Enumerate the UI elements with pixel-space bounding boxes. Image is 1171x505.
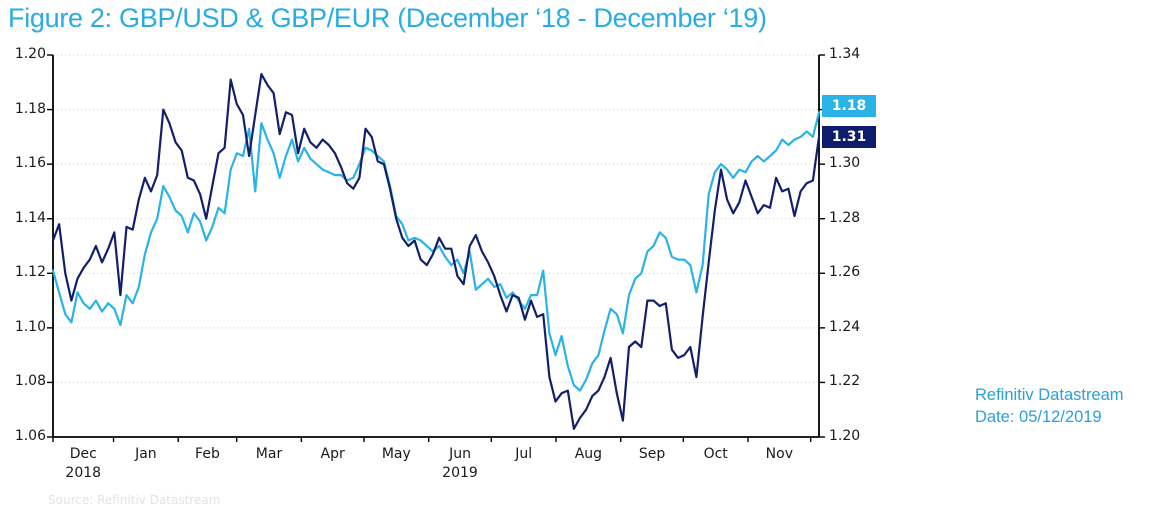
right-axis-tick-label: 1.26 [829,264,861,281]
left-axis-tick-label: 1.10 [14,318,46,335]
chart-title: Figure 2: GBP/USD & GBP/EUR (December ‘1… [8,3,767,33]
left-axis-tick-label: 1.18 [14,100,46,117]
x-axis-month-label: Nov [765,446,793,462]
x-axis-month-label: Feb [195,446,220,462]
x-axis-month-label: Oct [703,446,728,462]
x-axis-year-label: 2018 [65,465,102,481]
x-axis-month-label: Jul [515,446,533,462]
gbpusd-line [51,72,821,430]
left-axis-tick-label: 1.16 [14,155,46,172]
annotation-date-line: Date: 05/12/2019 [975,408,1102,426]
x-axis-month-label: May [381,446,411,462]
x-axis-month-label: Aug [574,446,603,462]
gbpeur-last-value-badge: 1.18 [822,94,876,117]
right-axis-tick-label: 1.24 [829,318,861,335]
right-axis-tick-label: 1.20 [829,428,861,444]
right-axis-tick-label: 1.22 [829,373,861,390]
chart-plot-area [47,54,825,442]
source-note: Source: Refinitiv Datastream [48,493,221,505]
right-axis-tick-label: 1.30 [829,155,861,172]
right-axis-tick-label: 1.28 [829,209,861,226]
left-axis-tick-label: 1.12 [14,264,46,281]
gbpusd-last-value-badge: 1.31 [822,125,876,148]
annotation-source-line: Refinitiv Datastream [975,386,1124,404]
gbpeur-line [51,111,821,392]
x-axis-year-label: 2019 [442,465,478,481]
x-axis-month-label: Jun [449,446,471,462]
x-axis-month-label: Dec [69,446,97,462]
x-axis-month-label: Jan [135,446,157,462]
datastream-annotation: Refinitiv Datastream Date: 05/12/2019 [975,384,1124,428]
left-axis-tick-label: 1.06 [14,428,46,444]
x-axis-month-label: Mar [255,446,283,462]
left-axis-tick-label: 1.08 [14,373,46,390]
left-axis-tick-label: 1.14 [14,209,46,226]
left-axis-tick-label: 1.20 [14,46,46,62]
x-axis-month-label: Apr [320,446,345,462]
x-axis-month-label: Sep [638,446,666,462]
right-axis-tick-label: 1.34 [829,46,861,62]
